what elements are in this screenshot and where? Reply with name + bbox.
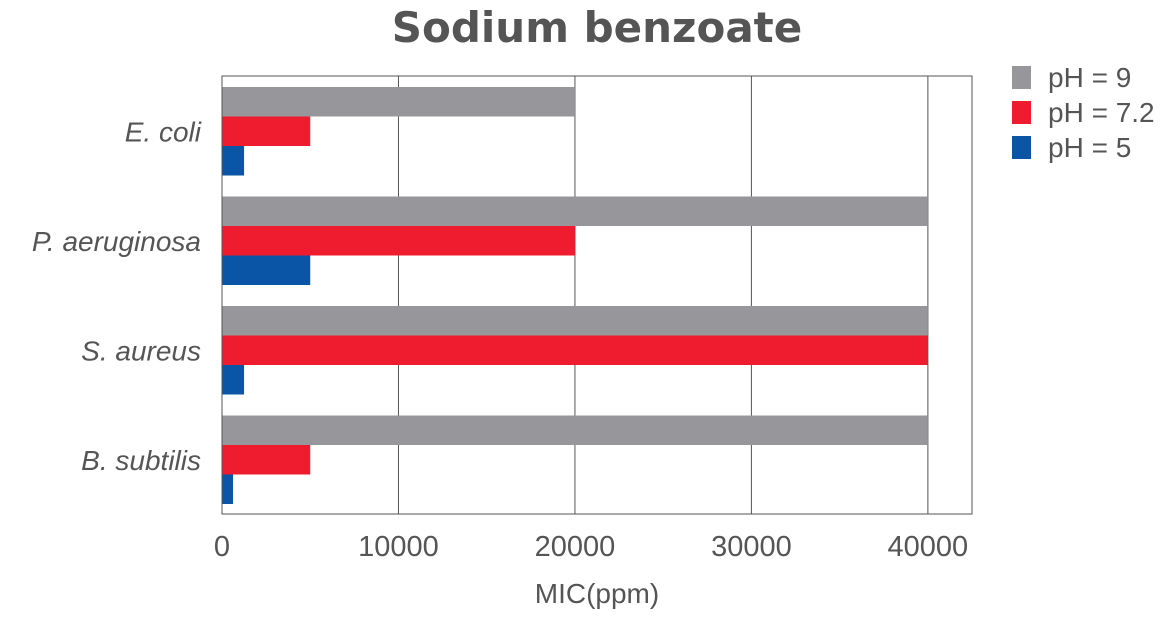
category-label: S. aureus bbox=[81, 335, 201, 366]
category-label: B. subtilis bbox=[81, 445, 201, 476]
bar bbox=[222, 335, 928, 365]
plot-frame bbox=[221, 75, 973, 515]
category-label: P. aeruginosa bbox=[32, 226, 201, 257]
bar bbox=[222, 255, 311, 285]
category-labels: E. coli P. aeruginosa S. aureus B. subtilis bbox=[32, 116, 202, 476]
bar bbox=[222, 415, 928, 445]
x-tick-label: 40000 bbox=[888, 531, 969, 563]
bar bbox=[222, 146, 245, 176]
category-label: E. coli bbox=[125, 116, 202, 147]
bar bbox=[222, 226, 575, 256]
legend-swatch bbox=[1012, 66, 1031, 89]
bars bbox=[222, 87, 928, 504]
bar bbox=[222, 116, 311, 146]
x-tick-labels: 0 10000 20000 30000 40000 bbox=[214, 531, 968, 563]
grid-lines bbox=[221, 76, 929, 514]
bar bbox=[222, 87, 575, 117]
bar bbox=[222, 196, 928, 226]
x-axis-title: MIC(ppm) bbox=[535, 578, 659, 609]
x-tick-label: 0 bbox=[214, 531, 230, 563]
legend-label: pH = 5 bbox=[1048, 132, 1131, 163]
x-tick-label: 30000 bbox=[711, 531, 792, 563]
legend-label: pH = 9 bbox=[1048, 62, 1131, 93]
bar bbox=[222, 445, 311, 475]
legend: pH = 9 pH = 7.2 pH = 5 bbox=[1012, 62, 1155, 163]
x-tick-label: 10000 bbox=[358, 531, 439, 563]
x-tick-label: 20000 bbox=[535, 531, 616, 563]
chart-title: Sodium benzoate bbox=[392, 3, 803, 52]
legend-swatch bbox=[1012, 101, 1031, 124]
legend-label: pH = 7.2 bbox=[1048, 97, 1155, 128]
legend-swatch bbox=[1012, 136, 1031, 159]
bar bbox=[222, 365, 245, 395]
bar bbox=[222, 474, 234, 504]
bar bbox=[222, 306, 928, 336]
